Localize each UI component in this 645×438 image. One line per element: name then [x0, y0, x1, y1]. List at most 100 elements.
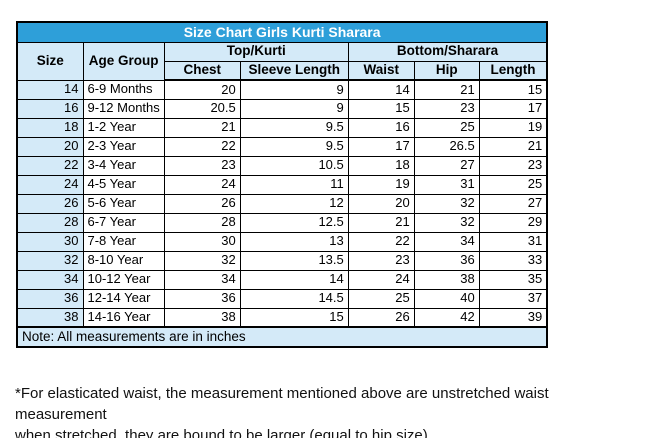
age-group-cell: 12-14 Year [82, 288, 165, 309]
age-group-cell: 7-8 Year [82, 231, 165, 252]
sleeve-length-cell: 9.5 [239, 117, 349, 138]
waist-cell: 26 [347, 307, 415, 328]
age-group-cell: 3-4 Year [82, 155, 165, 176]
chest-cell: 28 [163, 212, 241, 233]
age-group-cell: 6-9 Months [82, 79, 165, 100]
waist-cell: 22 [347, 231, 415, 252]
chest-cell: 34 [163, 269, 241, 290]
chest-cell: 38 [163, 307, 241, 328]
age-group-cell: 2-3 Year [82, 136, 165, 157]
column-header-waist: Waist [347, 60, 415, 81]
title-row: Size Chart Girls Kurti Sharara [16, 21, 548, 43]
hip-cell: 32 [413, 212, 480, 233]
chest-cell: 20.5 [163, 98, 241, 119]
chest-cell: 20 [163, 79, 241, 100]
waist-cell: 18 [347, 155, 415, 176]
sleeve-length-cell: 14 [239, 269, 349, 290]
sleeve-length-cell: 14.5 [239, 288, 349, 309]
waist-cell: 21 [347, 212, 415, 233]
column-header-hip: Hip [413, 60, 480, 81]
column-header-size: Size [16, 41, 84, 81]
footnote-line-1: *For elasticated waist, the measurement … [15, 385, 549, 423]
waist-cell: 14 [347, 79, 415, 100]
length-cell: 35 [478, 269, 548, 290]
footnote: *For elasticated waist, the measurement … [15, 383, 640, 438]
chest-cell: 23 [163, 155, 241, 176]
size-cell: 22 [16, 155, 84, 176]
note-text: Note: All measurements are in inches [16, 326, 548, 348]
age-group-cell: 14-16 Year [82, 307, 165, 328]
size-cell: 30 [16, 231, 84, 252]
table-row: 34 10-12 Year 34 14 24 38 35 [16, 269, 548, 290]
chest-cell: 24 [163, 174, 241, 195]
table-row: 32 8-10 Year 32 13.5 23 36 33 [16, 250, 548, 271]
section-header-top-kurti: Top/Kurti [163, 41, 349, 62]
table-title: Size Chart Girls Kurti Sharara [16, 21, 548, 43]
length-cell: 15 [478, 79, 548, 100]
column-header-sleeve-length: Sleeve Length [239, 60, 349, 81]
sleeve-length-cell: 9.5 [239, 136, 349, 157]
hip-cell: 27 [413, 155, 480, 176]
sleeve-length-cell: 13.5 [239, 250, 349, 271]
table-row: 22 3-4 Year 23 10.5 18 27 23 [16, 155, 548, 176]
column-header-length: Length [478, 60, 548, 81]
size-cell: 14 [16, 79, 84, 100]
age-group-cell: 9-12 Months [82, 98, 165, 119]
chest-cell: 32 [163, 250, 241, 271]
sleeve-length-cell: 15 [239, 307, 349, 328]
chest-cell: 22 [163, 136, 241, 157]
length-cell: 39 [478, 307, 548, 328]
hip-cell: 40 [413, 288, 480, 309]
chest-cell: 36 [163, 288, 241, 309]
chest-cell: 30 [163, 231, 241, 252]
table-row: 20 2-3 Year 22 9.5 17 26.5 21 [16, 136, 548, 157]
age-group-cell: 1-2 Year [82, 117, 165, 138]
chest-cell: 21 [163, 117, 241, 138]
table-row: 28 6-7 Year 28 12.5 21 32 29 [16, 212, 548, 233]
size-cell: 18 [16, 117, 84, 138]
length-cell: 33 [478, 250, 548, 271]
hip-cell: 31 [413, 174, 480, 195]
hip-cell: 25 [413, 117, 480, 138]
waist-cell: 15 [347, 98, 415, 119]
table-row: 38 14-16 Year 38 15 26 42 39 [16, 307, 548, 328]
footnote-line-2: when stretched, they are bound to be lar… [15, 427, 428, 438]
age-group-cell: 5-6 Year [82, 193, 165, 214]
column-header-age-group: Age Group [82, 41, 165, 81]
hip-cell: 23 [413, 98, 480, 119]
age-group-cell: 4-5 Year [82, 174, 165, 195]
waist-cell: 17 [347, 136, 415, 157]
table-row: 14 6-9 Months 20 9 14 21 15 [16, 79, 548, 100]
size-cell: 32 [16, 250, 84, 271]
length-cell: 25 [478, 174, 548, 195]
waist-cell: 24 [347, 269, 415, 290]
sleeve-length-cell: 12 [239, 193, 349, 214]
length-cell: 17 [478, 98, 548, 119]
hip-cell: 21 [413, 79, 480, 100]
section-header-bottom-sharara: Bottom/Sharara [347, 41, 548, 62]
size-chart-table: Size Chart Girls Kurti Sharara Size Age … [16, 21, 549, 348]
size-cell: 34 [16, 269, 84, 290]
sleeve-length-cell: 9 [239, 98, 349, 119]
waist-cell: 23 [347, 250, 415, 271]
sleeve-length-cell: 10.5 [239, 155, 349, 176]
length-cell: 19 [478, 117, 548, 138]
sleeve-length-cell: 9 [239, 79, 349, 100]
age-group-cell: 10-12 Year [82, 269, 165, 290]
length-cell: 37 [478, 288, 548, 309]
size-cell: 16 [16, 98, 84, 119]
chest-cell: 26 [163, 193, 241, 214]
size-cell: 36 [16, 288, 84, 309]
table-row: 24 4-5 Year 24 11 19 31 25 [16, 174, 548, 195]
note-row: Note: All measurements are in inches [16, 326, 548, 348]
hip-cell: 38 [413, 269, 480, 290]
hip-cell: 26.5 [413, 136, 480, 157]
hip-cell: 42 [413, 307, 480, 328]
sleeve-length-cell: 11 [239, 174, 349, 195]
table-row: 16 9-12 Months 20.5 9 15 23 17 [16, 98, 548, 119]
length-cell: 31 [478, 231, 548, 252]
header-row-columns: Chest Sleeve Length Waist Hip Length [17, 60, 548, 81]
size-cell: 28 [16, 212, 84, 233]
sleeve-length-cell: 13 [239, 231, 349, 252]
